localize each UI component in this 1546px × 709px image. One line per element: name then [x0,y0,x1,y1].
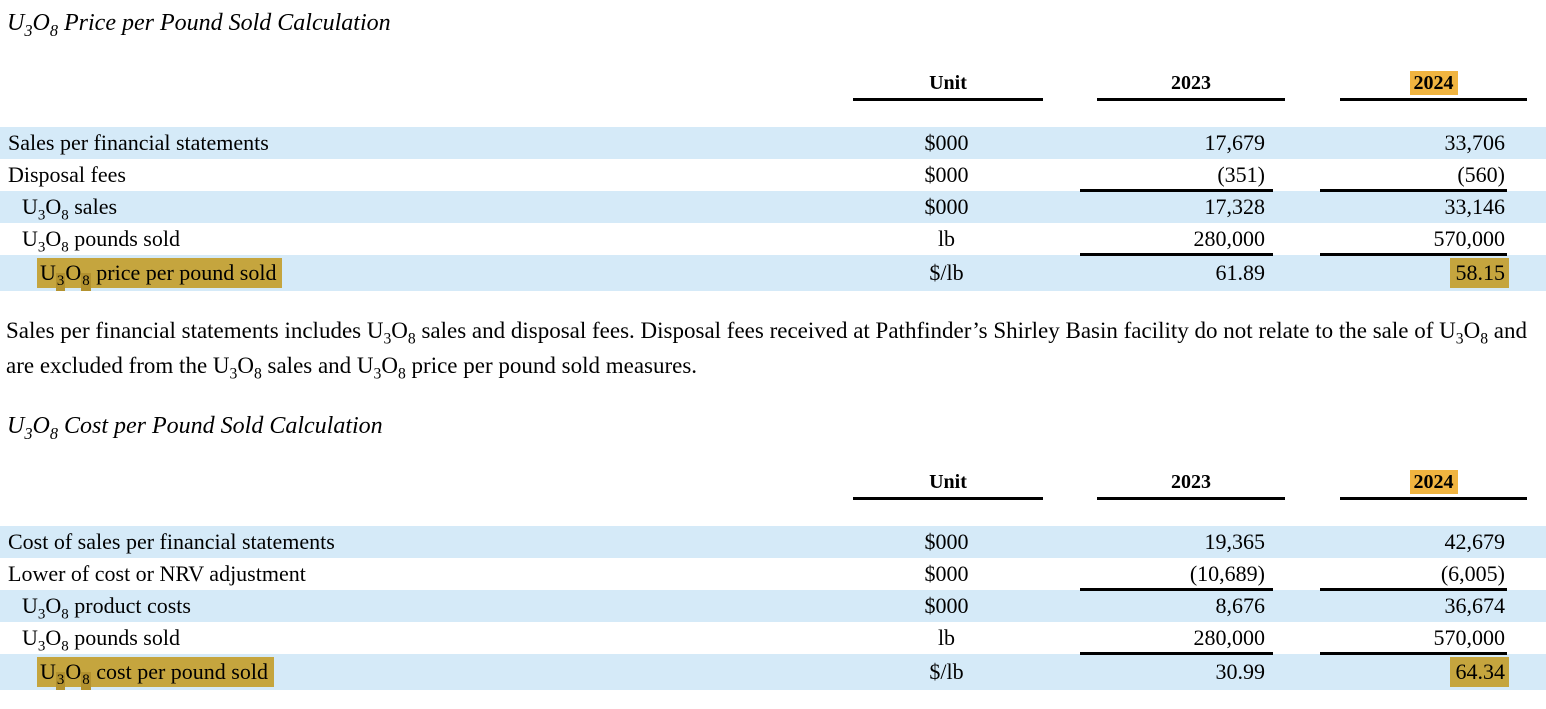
cost-per-pound-table: Unit 2023 2024 Cost of sales per financi… [0,470,1546,691]
unit-cell: $000 [924,194,969,219]
value-2024-cell: 64.34 [1285,654,1546,690]
value-2024-cell: 58.15 [1285,255,1546,291]
unit-cell: $/lb [929,260,964,285]
unit-cell: $000 [924,529,969,554]
price-per-pound-table: Unit 2023 2024 Sales per financial state… [0,71,1546,292]
value-2023-cell: 8,676 [1215,593,1266,618]
row-label: Sales per financial statements [8,130,269,155]
cost-per-pound-section: U3O8 Cost per Pound Sold Calculation Uni… [0,411,1546,691]
value-2023-cell: (351) [1048,159,1285,192]
value-2023-cell: (10,689) [1048,558,1285,591]
row-label: Lower of cost or NRV adjustment [8,561,306,586]
value-2024-cell: 42,679 [1444,529,1506,554]
column-header-2023: 2023 [1097,471,1285,500]
column-header-2024: 2024 [1340,71,1527,101]
value-2024-cell: 570,000 [1285,622,1546,655]
row-u3o8-cost-per-pound-sold: U3O8 cost per pound sold $/lb 30.99 64.3… [0,654,1546,691]
row-u3o8-pounds-sold: U3O8 pounds sold lb 280,000 570,000 [0,223,1546,256]
row-label: Cost of sales per financial statements [8,529,335,554]
value-2023-cell: 30.99 [1215,659,1266,684]
row-u3o8-product-costs: U3O8 product costs $000 8,676 36,674 [0,590,1546,622]
row-label: U3O8 product costs [22,593,191,623]
table-header-row: Unit 2023 2024 [0,470,1546,500]
section-title-cost: U3O8 Cost per Pound Sold Calculation [7,413,383,443]
column-header-2024: 2024 [1340,470,1527,500]
price-per-pound-section: U3O8 Price per Pound Sold Calculation Un… [0,8,1546,383]
unit-cell: $000 [924,130,969,155]
row-label: U3O8 pounds sold [22,625,180,655]
row-lower-of-cost-or-nrv-adjustment: Lower of cost or NRV adjustment $000 (10… [0,558,1546,591]
row-label: U3O8 sales [22,194,118,224]
highlighted-2024-header: 2024 [1409,470,1458,494]
highlighted-value: 64.34 [1449,657,1509,687]
column-header-unit: Unit [853,471,1043,500]
footnote-paragraph: Sales per financial statements includes … [6,318,1527,383]
highlighted-value: 58.15 [1449,258,1509,288]
value-2023-cell: 280,000 [1048,223,1285,256]
unit-cell: $000 [924,162,969,187]
unit-cell: $000 [924,593,969,618]
column-header-unit: Unit [853,72,1043,101]
highlighted-row-label: U3O8 cost per pound sold [37,657,274,691]
value-2023-cell: 17,679 [1204,130,1266,155]
unit-cell: lb [937,625,956,650]
table-header-row: Unit 2023 2024 [0,71,1546,101]
value-2024-cell: 570,000 [1285,223,1546,256]
row-disposal-fees: Disposal fees $000 (351) (560) [0,159,1546,192]
section-title-price: U3O8 Price per Pound Sold Calculation [7,10,391,40]
row-label: Disposal fees [8,162,126,187]
unit-cell: $/lb [929,659,964,684]
header-label-spacer [0,72,845,101]
highlighted-row-label: U3O8 price per pound sold [37,258,283,292]
unit-cell: $000 [924,561,969,586]
unit-cell: lb [937,226,956,251]
value-2023-cell: 17,328 [1204,194,1266,219]
row-cost-of-sales-per-financial-statements: Cost of sales per financial statements $… [0,526,1546,558]
header-gap [0,500,1546,526]
value-2024-cell: (6,005) [1285,558,1546,591]
value-2024-cell: 33,146 [1444,194,1506,219]
value-2024-cell: 36,674 [1444,593,1506,618]
row-u3o8-sales: U3O8 sales $000 17,328 33,146 [0,191,1546,223]
value-2023-cell: 280,000 [1048,622,1285,655]
value-2023-cell: 19,365 [1204,529,1266,554]
value-2024-cell: 33,706 [1444,130,1506,155]
header-gap [0,101,1546,127]
value-2024-cell: (560) [1285,159,1546,192]
column-header-2023: 2023 [1097,72,1285,101]
row-label: U3O8 pounds sold [22,226,180,256]
row-u3o8-pounds-sold: U3O8 pounds sold lb 280,000 570,000 [0,622,1546,655]
value-2023-cell: 61.89 [1215,260,1266,285]
row-u3o8-price-per-pound-sold: U3O8 price per pound sold $/lb 61.89 58.… [0,255,1546,292]
header-label-spacer [0,471,845,500]
row-sales-per-financial-statements: Sales per financial statements $000 17,6… [0,127,1546,159]
highlighted-2024-header: 2024 [1409,71,1458,95]
